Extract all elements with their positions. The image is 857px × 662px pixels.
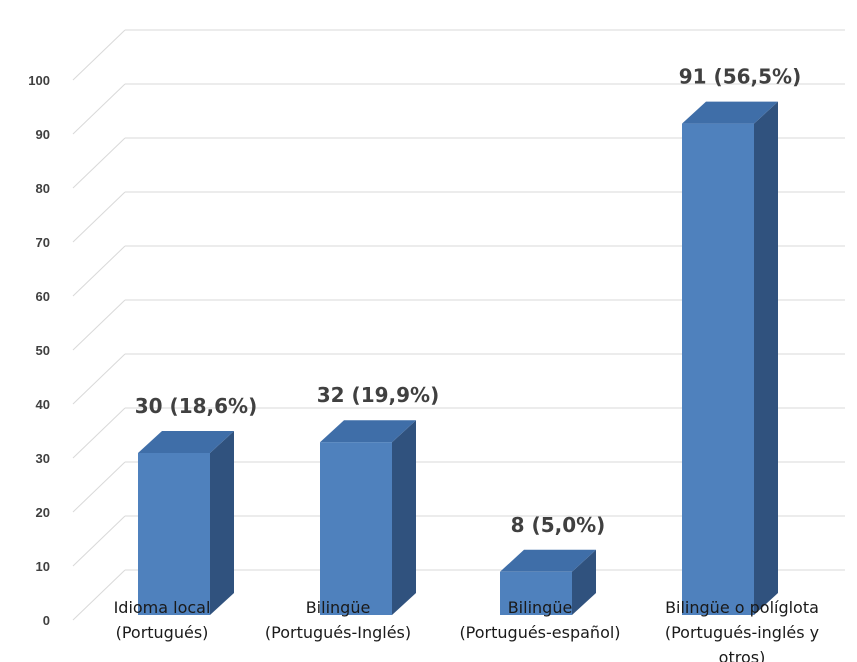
x-category-label-line: otros)	[719, 648, 766, 662]
bar-side	[572, 549, 596, 615]
gridline-side	[72, 569, 126, 621]
y-tick-label: 20	[36, 505, 50, 520]
gridline-side	[72, 299, 126, 351]
bar	[682, 101, 778, 616]
bar-top	[320, 420, 416, 443]
bar-front	[682, 123, 754, 615]
x-category-label-line: Bilingüe	[508, 598, 573, 617]
x-category-label: Idioma local (Portugués)	[114, 598, 211, 642]
x-category-label-line: (Portugués-inglés y	[665, 623, 819, 642]
y-tick-label: 50	[36, 343, 50, 358]
y-tick-label: 10	[36, 559, 50, 574]
y-tick-label: 0	[43, 613, 50, 628]
bar	[500, 549, 596, 615]
x-category-label-line: Bilingüe o políglota	[665, 598, 819, 617]
x-category-label-line: (Portugués)	[116, 623, 209, 642]
gridline-side	[72, 407, 126, 459]
x-category-label-line: (Portugués-Inglés)	[265, 623, 411, 642]
bar-side	[392, 420, 416, 615]
data-label: 8 (5,0%)	[511, 513, 606, 537]
gridline-side	[72, 353, 126, 405]
gridline-side	[72, 83, 126, 135]
data-labels: 30 (18,6%) 32 (19,9%) 8 (5,0%) 91 (56,5%)	[135, 65, 801, 537]
bar-top	[138, 431, 234, 453]
bar-front	[138, 453, 210, 615]
x-category-label: Bilingüe o políglota (Portugués-inglés y o…	[665, 598, 819, 662]
x-category-label-line: Idioma local	[114, 598, 211, 617]
data-label: 30 (18,6%)	[135, 394, 257, 418]
bar-front	[500, 571, 572, 615]
bar-side	[210, 431, 234, 615]
x-category-label: Bilingüe (Portugués-español)	[459, 598, 620, 642]
bar-side	[754, 101, 778, 616]
x-category-label: Bilingüe (Portugués-Inglés)	[265, 598, 411, 642]
x-category-label-line: Bilingüe	[306, 598, 371, 617]
y-tick-label: 60	[36, 289, 50, 304]
data-label: 91 (56,5%)	[679, 65, 801, 89]
data-label: 32 (19,9%)	[317, 383, 439, 407]
y-tick-label: 40	[36, 397, 50, 412]
y-axis-ticks: 0 10 20 30 40 50 60 70 80 90 100	[28, 73, 50, 628]
gridline-side	[72, 29, 126, 81]
bar	[138, 431, 234, 615]
y-tick-label: 70	[36, 235, 50, 250]
y-tick-label: 100	[28, 73, 50, 88]
x-category-label-line: (Portugués-español)	[459, 623, 620, 642]
gridline-side	[72, 245, 126, 297]
gridline-side	[72, 137, 126, 189]
bars	[138, 101, 778, 616]
gridline-side	[72, 461, 126, 513]
bar	[320, 420, 416, 615]
y-tick-label: 80	[36, 181, 50, 196]
y-tick-label: 30	[36, 451, 50, 466]
bar-top	[500, 549, 596, 572]
gridline-side	[72, 515, 126, 567]
gridline-side	[72, 191, 126, 243]
bar-top	[682, 101, 778, 124]
bar-front	[320, 442, 392, 615]
category-labels: Idioma local (Portugués) Bilingüe (Portugué…	[114, 598, 820, 662]
y-tick-label: 90	[36, 127, 50, 142]
